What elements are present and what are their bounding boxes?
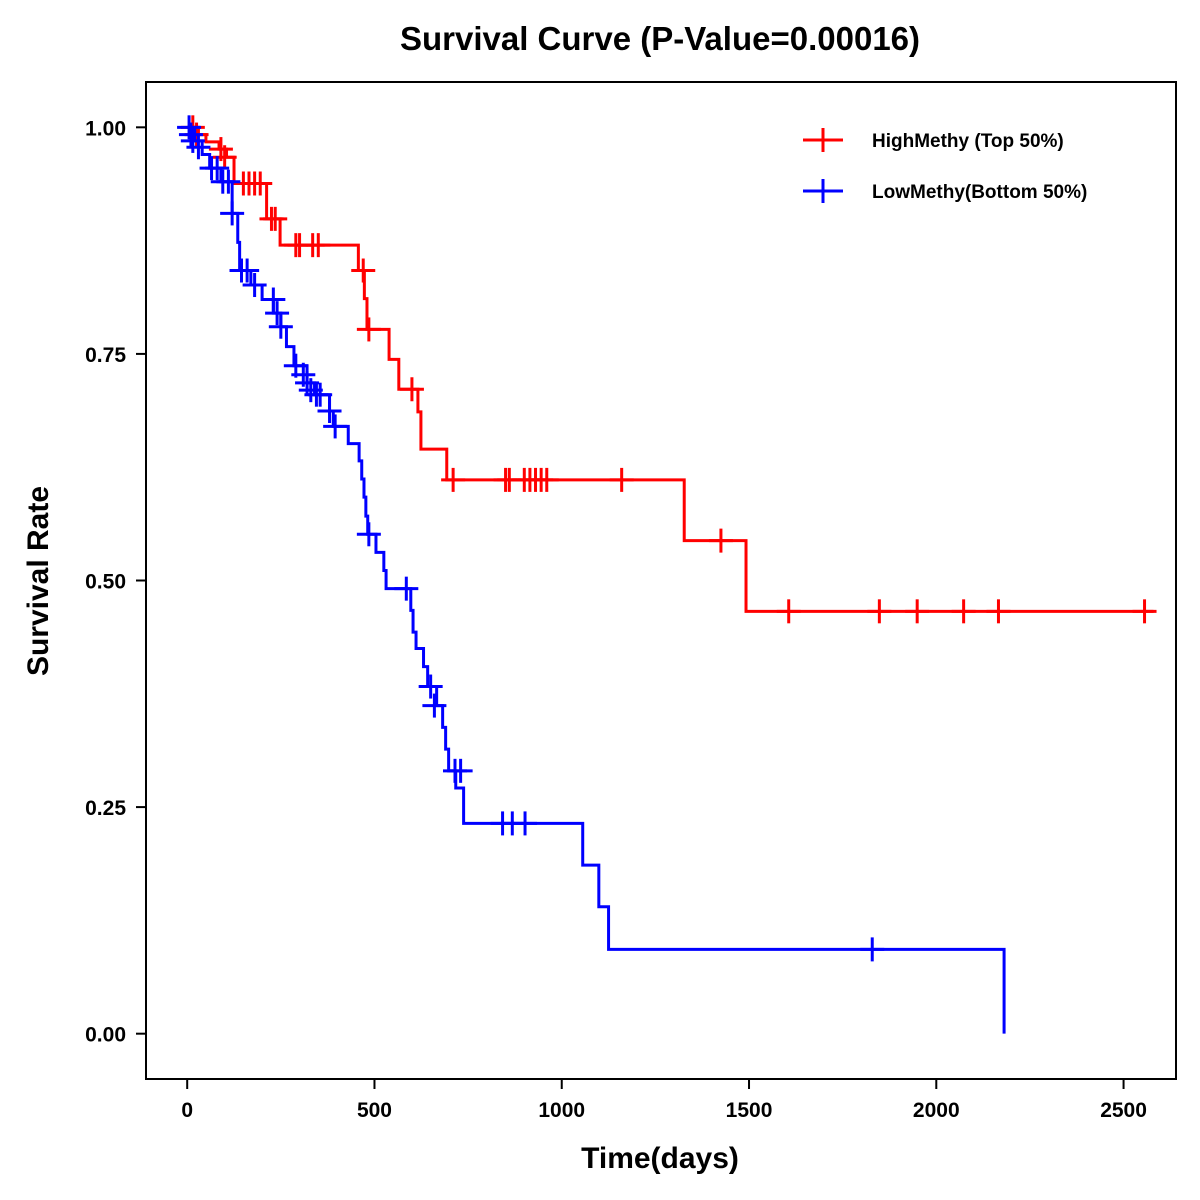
- y-tick-label: 0.75: [85, 344, 126, 367]
- censor-mark: [441, 467, 466, 492]
- x-tick-label: 2500: [1100, 1099, 1147, 1122]
- censor-mark: [248, 171, 273, 196]
- censor-mark: [308, 382, 333, 407]
- censor-mark: [394, 576, 419, 601]
- legend-item: HighMethy (Top 50%): [803, 128, 1064, 152]
- censor-mark: [186, 135, 211, 160]
- censor-mark: [263, 206, 288, 231]
- censor-mark: [242, 273, 267, 298]
- y-tick-label: 0.00: [85, 1024, 126, 1047]
- censor-mark: [422, 693, 447, 718]
- censor-mark: [951, 599, 976, 624]
- censor-mark: [356, 317, 381, 342]
- chart-title: Survival Curve (P-Value=0.00016): [400, 20, 920, 57]
- censor-mark: [205, 156, 230, 181]
- censor-mark: [216, 169, 241, 194]
- legend-item: LowMethy(Bottom 50%): [803, 179, 1087, 203]
- plot-frame: [145, 81, 1177, 1080]
- censor-mark: [268, 314, 293, 339]
- censor-mark: [261, 287, 286, 312]
- censor-mark: [1132, 599, 1157, 624]
- censor-mark: [905, 599, 930, 624]
- censor-mark: [356, 522, 381, 547]
- legend-label: HighMethy (Top 50%): [872, 131, 1064, 152]
- censor-mark: [351, 258, 376, 283]
- x-tick-label: 0: [181, 1099, 193, 1122]
- censor-mark: [220, 201, 245, 226]
- censor-mark: [448, 758, 473, 783]
- censor-mark: [708, 528, 733, 553]
- censor-mark: [317, 399, 342, 424]
- censor-mark: [180, 128, 205, 153]
- censor-mark: [306, 233, 331, 258]
- censor-mark: [609, 467, 634, 492]
- legend-cross-icon: [803, 179, 843, 203]
- x-tick-label: 1500: [726, 1099, 773, 1122]
- series-low-methy: [177, 115, 1006, 1034]
- legend: HighMethy (Top 50%) LowMethy(Bottom 50%): [803, 128, 1087, 203]
- censor-mark: [860, 937, 885, 962]
- y-tick-label: 0.25: [85, 797, 126, 820]
- y-axis-label: Survival Rate: [22, 486, 55, 676]
- censor-mark: [323, 414, 348, 439]
- censor-mark: [776, 599, 801, 624]
- y-tick-label: 1.00: [85, 117, 126, 140]
- y-tick-label: 0.50: [85, 571, 126, 594]
- censor-mark: [534, 467, 559, 492]
- censor-mark: [986, 599, 1011, 624]
- x-tick-label: 2000: [913, 1099, 960, 1122]
- censor-mark: [399, 377, 424, 402]
- censor-mark: [513, 811, 538, 836]
- legend-cross-icon: [803, 128, 843, 152]
- censor-mark: [265, 301, 290, 326]
- axis-ticks: 0 500 1000 1500 2000 2500 0.00 0.25 0.50 0.75 1.00: [85, 117, 1147, 1122]
- censor-mark: [178, 122, 203, 147]
- censor-mark: [418, 674, 443, 699]
- series-layer: [177, 115, 1157, 1034]
- legend-label: LowMethy(Bottom 50%): [872, 182, 1087, 203]
- censor-mark: [235, 258, 260, 283]
- x-tick-label: 1000: [538, 1099, 585, 1122]
- x-axis-label: Time(days): [581, 1142, 739, 1175]
- censor-mark: [867, 599, 892, 624]
- x-tick-label: 500: [357, 1099, 392, 1122]
- survival-step-line: [187, 125, 1006, 1034]
